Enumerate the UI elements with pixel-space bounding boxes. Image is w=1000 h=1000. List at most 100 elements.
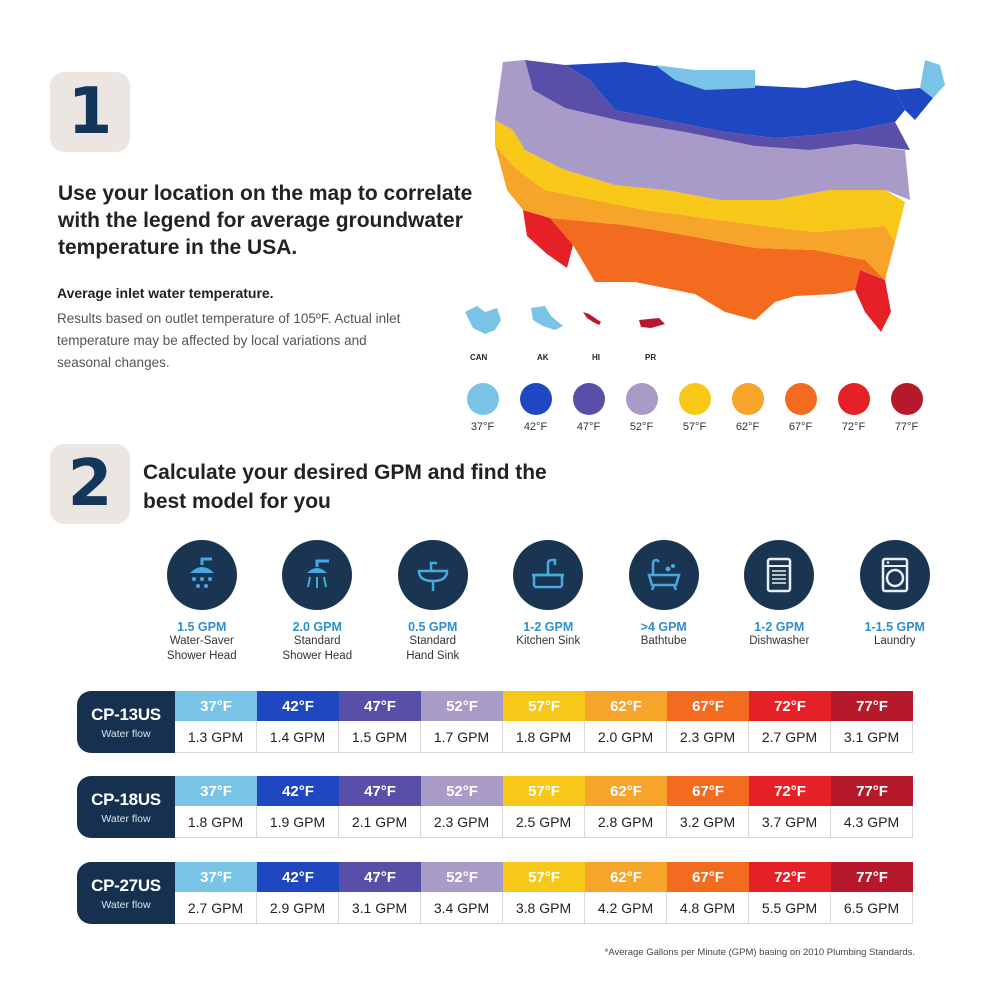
flow-value: 2.1 GPM [339, 806, 421, 838]
usage-name-line1: Kitchen Sink [516, 635, 581, 647]
temp-header: 57°F [503, 862, 585, 892]
temp-header: 57°F [503, 691, 585, 721]
temp-header: 52°F [421, 862, 503, 892]
legend-swatch [731, 383, 764, 415]
footnote: *Average Gallons per Minute (GPM) basing… [604, 947, 915, 958]
model-subtitle: Water flow [101, 813, 151, 825]
temp-header: 77°F [831, 776, 913, 806]
legend-item: 57°F [668, 383, 721, 433]
puerto-rico-shape [639, 318, 665, 328]
legend-item: 67°F [774, 383, 827, 433]
usage-name-line2: Shower Head [282, 650, 353, 662]
model-grid: 37°F 42°F 47°F 52°F 57°F 62°F 67°F 72°F … [175, 691, 913, 753]
canada-shape [465, 306, 501, 334]
band-57 [495, 120, 905, 242]
water-usage-list: 1.5 GPM Water-Saver Shower Head 2.0 GPM … [144, 540, 953, 664]
temp-header: 52°F [421, 691, 503, 721]
usage-item: 2.0 GPM Standard Shower Head [260, 540, 376, 664]
usage-gpm: 1-1.5 GPM [864, 620, 925, 634]
model-subtitle: Water flow [101, 728, 151, 740]
legend-item: 37°F [456, 383, 509, 433]
usage-gpm: 1.5 GPM [177, 620, 227, 634]
temp-header: 37°F [175, 862, 257, 892]
band-67 [550, 218, 885, 320]
kitchen-sink-icon [513, 540, 584, 610]
step-1-headline: Use your location on the map to correlat… [58, 182, 473, 259]
step-2-title: Calculate your desired GPM and find the … [143, 461, 547, 513]
usage-name-line2: Shower Head [166, 650, 237, 662]
flow-value: 2.9 GPM [257, 892, 339, 924]
band-72-se [855, 270, 891, 332]
shower-icon [282, 540, 353, 610]
flow-value: 2.7 GPM [749, 721, 831, 753]
step-2-badge: 2 [50, 444, 130, 524]
legend-label: 42°F [523, 421, 548, 433]
legend-swatch [466, 383, 499, 415]
temp-header: 42°F [257, 862, 339, 892]
flow-value: 3.8 GPM [503, 892, 585, 924]
temp-header: 57°F [503, 776, 585, 806]
legend-label: 72°F [841, 421, 866, 433]
legend-swatch [890, 383, 923, 415]
step-1-subhead: Average inlet water temperature. [57, 285, 274, 301]
temp-header: 62°F [585, 691, 667, 721]
temp-header: 47°F [339, 691, 421, 721]
temp-header: 42°F [257, 691, 339, 721]
flow-value: 3.7 GPM [749, 806, 831, 838]
laundry-icon [859, 540, 930, 610]
usage-name-line1: Standard [409, 635, 457, 647]
territory-label-ak: AK [537, 353, 549, 362]
flow-value: 1.9 GPM [257, 806, 339, 838]
flow-value: 4.2 GPM [585, 892, 667, 924]
model-name: CP-13US [91, 705, 161, 724]
usage-item: 1-1.5 GPM Laundry [837, 540, 953, 664]
temp-header: 37°F [175, 776, 257, 806]
flow-value: 1.7 GPM [421, 721, 503, 753]
legend-swatch [784, 383, 817, 415]
step-1-note: Results based on outlet temperature of 1… [57, 311, 401, 370]
model-grid: 37°F 42°F 47°F 52°F 57°F 62°F 67°F 72°F … [175, 862, 913, 924]
legend-swatch [678, 383, 711, 415]
band-37-ne [920, 60, 945, 98]
model-table-cp-18us: CP-18US Water flow 37°F 42°F 47°F 52°F 5… [77, 776, 917, 838]
temp-header: 72°F [749, 862, 831, 892]
band-47 [525, 60, 910, 150]
legend-swatch [572, 383, 605, 415]
temp-header: 67°F [667, 862, 749, 892]
legend-item: 62°F [721, 383, 774, 433]
temp-header: 62°F [585, 776, 667, 806]
flow-value: 3.1 GPM [339, 892, 421, 924]
flow-value: 1.8 GPM [175, 806, 257, 838]
band-42-ne [895, 88, 933, 120]
usage-name-line1: Laundry [873, 635, 916, 647]
band-37 [655, 65, 755, 90]
model-grid: 37°F 42°F 47°F 52°F 57°F 62°F 67°F 72°F … [175, 776, 913, 838]
legend-label: 37°F [470, 421, 495, 433]
flow-value: 6.5 GPM [831, 892, 913, 924]
flow-value: 3.2 GPM [667, 806, 749, 838]
usage-gpm: 1-2 GPM [523, 620, 574, 634]
usage-name-line1: Bathtube [640, 635, 687, 647]
usage-gpm: 2.0 GPM [292, 620, 342, 634]
temp-header: 72°F [749, 776, 831, 806]
model-name: CP-18US [91, 790, 161, 809]
hawaii-shape [583, 312, 601, 325]
model-subtitle: Water flow [101, 899, 151, 911]
territory-label-can: CAN [470, 353, 488, 362]
usage-item: 1-2 GPM Dishwasher [722, 540, 838, 664]
legend-label: 52°F [629, 421, 654, 433]
model-tag: CP-13US Water flow [77, 691, 175, 753]
legend-label: 62°F [735, 421, 760, 433]
model-tag: CP-18US Water flow [77, 776, 175, 838]
flow-value: 2.3 GPM [421, 806, 503, 838]
territory-label-hi: HI [592, 353, 600, 362]
flow-value: 4.3 GPM [831, 806, 913, 838]
band-52 [495, 60, 910, 200]
usage-name-line2: Hand Sink [406, 650, 460, 662]
temp-header: 42°F [257, 776, 339, 806]
legend-label: 77°F [894, 421, 919, 433]
model-table-cp-13us: CP-13US Water flow 37°F 42°F 47°F 52°F 5… [77, 691, 917, 753]
flow-value: 1.8 GPM [503, 721, 585, 753]
flow-value: 2.3 GPM [667, 721, 749, 753]
usa-temperature-map [465, 60, 945, 334]
